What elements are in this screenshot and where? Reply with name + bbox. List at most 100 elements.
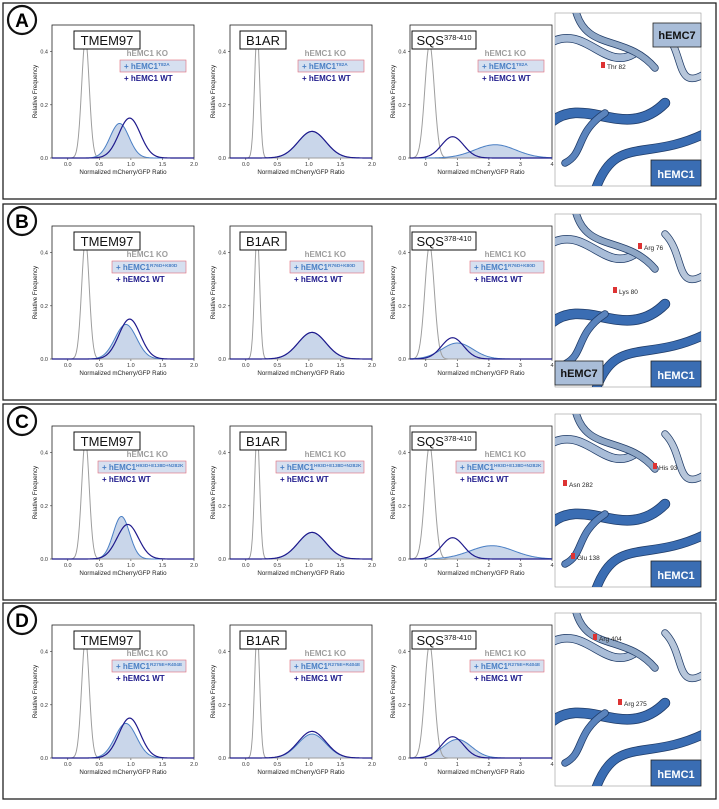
y-tick-label: 0.4: [40, 451, 48, 457]
y-tick-label: 0.2: [40, 703, 48, 709]
series-wt-line: [230, 531, 372, 560]
series-wt-line: [52, 523, 194, 560]
x-tick-label: 0.0: [242, 563, 250, 569]
x-tick-label: 2.0: [190, 363, 198, 369]
legend-mutant-box: [469, 260, 545, 274]
y-tick-label: 0.2: [398, 103, 406, 109]
chart-sqs-B: 0.0 0.2 0.4 0 1 2 3 4 Normalized mCherry/GFP Rat…: [390, 225, 554, 377]
x-axis-label: Normalized mCherry/GFP Ratio: [79, 769, 167, 776]
series-mutant-fill: [52, 516, 194, 559]
chart-title-box: [411, 630, 477, 650]
chain-label-box: [650, 159, 702, 187]
y-tick-label: 0.0: [398, 156, 406, 162]
structure-image-B: Arg 76 Lys 80 hEMC7 hEMC1: [554, 213, 702, 388]
legend-mutant: + hEMC1T82A: [482, 62, 528, 71]
panel-C: C 0.0 0.2 0.4 0.0 0.5 1.0 1.5 2.0 Normalized mChe…: [2, 403, 717, 601]
x-tick-label: 0.0: [64, 563, 72, 569]
y-tick-label: 0.0: [398, 756, 406, 762]
protein-backbone: [573, 613, 658, 671]
legend-wt: + hEMC1 WT: [482, 74, 531, 83]
y-tick-label: 0.2: [398, 504, 406, 510]
legend-mutant-box: [455, 460, 545, 474]
chart-title: SQS378-410: [417, 434, 472, 449]
x-axis-label: Normalized mCherry/GFP Ratio: [79, 370, 167, 377]
protein-backbone: [662, 431, 701, 483]
legend-wt: + hEMC1 WT: [280, 475, 329, 484]
chain-label-emc1: hEMC1: [657, 370, 694, 382]
residue-label: Arg 404: [599, 636, 622, 643]
chart-tmem97-A: 0.0 0.2 0.4 0.0 0.5 1.0 1.5 2.0 Normalized mCher…: [32, 24, 198, 176]
chain-label-box: [650, 759, 702, 787]
legend-mutant-box: [275, 460, 365, 474]
series-wt-line: [230, 130, 372, 159]
x-axis-label: Normalized mCherry/GFP Ratio: [437, 769, 525, 776]
series-wt-line: [52, 717, 194, 759]
protein-backbone: [555, 634, 639, 662]
x-tick-label: 1.0: [305, 563, 313, 569]
chart-b1ar-B: 0.0 0.2 0.4 0.0 0.5 1.0 1.5 2.0 Normalized mCher…: [210, 225, 376, 377]
x-tick-label: 1.0: [127, 762, 135, 768]
chart-title-box: [73, 30, 141, 50]
x-tick-label: 2.0: [190, 563, 198, 569]
legend-wt: + hEMC1 WT: [116, 674, 165, 683]
panel-letter-circle: [6, 205, 38, 237]
chart-title: B1AR: [246, 33, 280, 48]
protein-backbone: [555, 34, 639, 62]
series-ko-line: [230, 30, 372, 159]
y-axis-label: Relative Frequency: [210, 64, 217, 118]
residue-marker: [638, 243, 642, 249]
y-tick-label: 0.0: [40, 156, 48, 162]
series-wt-line: [52, 117, 194, 159]
series-mutant-fill: [230, 734, 372, 758]
y-axis-label: Relative Frequency: [390, 64, 397, 118]
y-tick-label: 0.4: [40, 650, 48, 656]
x-axis-label: Normalized mCherry/GFP Ratio: [257, 370, 345, 377]
x-tick-label: 3: [519, 762, 522, 768]
residue-marker: [653, 463, 657, 469]
protein-backbone: [592, 531, 701, 587]
structure-image-D: Arg 404 Arg 275 hEMC1: [554, 612, 702, 787]
series-wt-line: [230, 331, 372, 360]
y-tick-label: 0.4: [398, 50, 406, 56]
x-tick-label: 2.0: [368, 162, 376, 168]
legend-wt: + hEMC1 WT: [116, 275, 165, 284]
panel-letter: A: [15, 11, 29, 32]
x-tick-label: 2.0: [190, 762, 198, 768]
x-tick-label: 1.0: [127, 363, 135, 369]
residue-label: His 93: [659, 465, 678, 472]
x-tick-label: 3: [519, 162, 522, 168]
chart-title: SQS378-410: [417, 234, 472, 249]
series-wt-line: [409, 136, 552, 159]
legend-ko: hEMC1 KO: [127, 649, 168, 658]
chart-title-box: [239, 431, 287, 451]
y-tick-label: 0.2: [40, 504, 48, 510]
x-tick-label: 0.0: [242, 363, 250, 369]
series-mutant-fill: [52, 723, 194, 758]
x-tick-label: 2.0: [368, 363, 376, 369]
residue-label: Thr 82: [607, 64, 626, 71]
legend-wt: + hEMC1 WT: [474, 275, 523, 284]
y-tick-label: 0.0: [218, 557, 226, 563]
x-tick-label: 4: [550, 162, 553, 168]
panel-frame: [2, 602, 717, 800]
legend-mutant-box: [297, 59, 365, 73]
x-tick-label: 0.5: [274, 563, 282, 569]
x-tick-label: 0.0: [64, 162, 72, 168]
legend-ko: hEMC1 KO: [485, 450, 526, 459]
legend-mutant: + hEMC1T82A: [124, 62, 170, 71]
y-tick-label: 0.4: [218, 650, 226, 656]
chart-title-box: [73, 431, 141, 451]
x-tick-label: 2: [487, 762, 490, 768]
legend-wt: + hEMC1 WT: [460, 475, 509, 484]
y-tick-label: 0.2: [218, 103, 226, 109]
x-tick-label: 0.5: [274, 162, 282, 168]
x-tick-label: 2.0: [190, 162, 198, 168]
y-tick-label: 0.4: [40, 50, 48, 56]
legend-mutant: + hEMC1R76D+K80D: [294, 263, 356, 272]
legend-mutant-box: [97, 460, 187, 474]
protein-backbone: [592, 730, 701, 786]
series-wt-line: [230, 730, 372, 759]
x-tick-label: 2: [487, 363, 490, 369]
legend-mutant-box: [111, 659, 187, 673]
legend-mutant: + hEMC1R76D+K80D: [116, 263, 178, 272]
